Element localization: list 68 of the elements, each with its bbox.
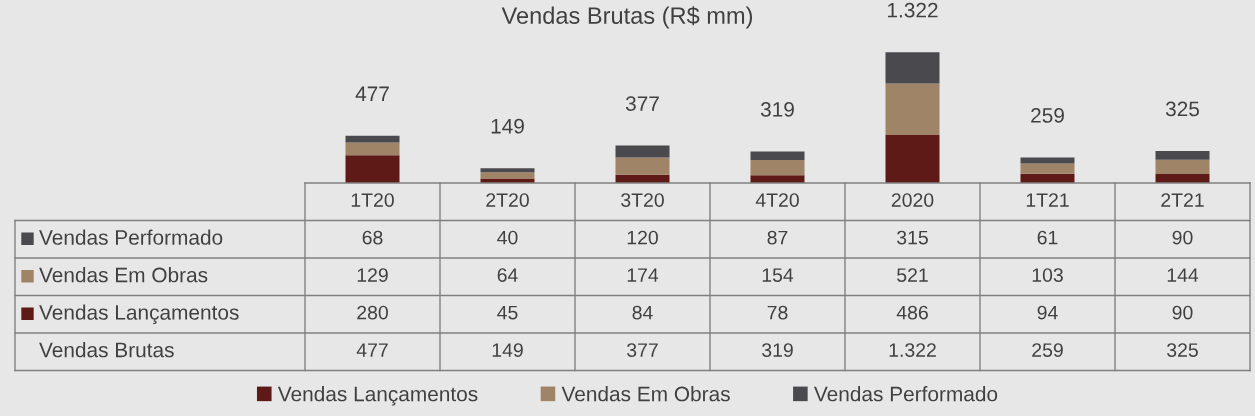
- data-label: 68: [362, 230, 383, 245]
- data-label: 84: [632, 305, 653, 320]
- bar: [885, 83, 940, 135]
- bar: [750, 160, 805, 176]
- x-tick-label: 1T21: [1026, 193, 1069, 207]
- chart-title: Vendas Brutas (R$ mm): [501, 6, 753, 29]
- bar: [615, 145, 670, 158]
- bar: [345, 155, 400, 183]
- x-tick-label: 2020: [891, 193, 934, 207]
- bar: [1155, 174, 1210, 183]
- data-label: 521: [897, 268, 928, 282]
- legend-label: Vendas Lançamentos: [39, 304, 239, 325]
- data-label: 280: [357, 305, 388, 320]
- bar: [1155, 159, 1210, 175]
- bar: [480, 172, 535, 179]
- bar: [1155, 150, 1210, 160]
- text: 377: [627, 343, 658, 357]
- x-tick-label: 2T20: [486, 193, 529, 207]
- text: Vendas Performado: [813, 386, 998, 402]
- text: 477: [356, 343, 388, 357]
- data-label: 103: [1032, 268, 1063, 282]
- bar: [1020, 157, 1075, 164]
- data-label: 40: [497, 230, 518, 245]
- bar: [885, 52, 940, 84]
- legend-label: Vendas Performado: [39, 229, 223, 245]
- data-label: 144: [1167, 268, 1199, 282]
- total-label: 325: [1165, 101, 1200, 117]
- data-label: 78: [767, 305, 788, 320]
- data-label: 45: [497, 305, 518, 320]
- bar: [615, 157, 670, 175]
- total-label: 319: [760, 102, 794, 117]
- total-label: 259: [1031, 108, 1064, 123]
- bar: [1020, 163, 1075, 174]
- data-label: 174: [627, 268, 659, 282]
- x-tick-label: 1T20: [351, 193, 394, 207]
- total-label: 149: [491, 118, 524, 134]
- bar: [885, 134, 940, 183]
- bar: [750, 151, 805, 161]
- x-tick-label: 2T21: [1161, 193, 1204, 207]
- total-label: 377: [625, 96, 659, 111]
- data-label: 129: [357, 268, 388, 282]
- data-label: 94: [1037, 305, 1058, 320]
- bar: [345, 142, 400, 156]
- text: Vendas Em Obras: [561, 386, 730, 402]
- x-tick-label: 4T20: [755, 193, 799, 207]
- text: 319: [762, 343, 793, 357]
- data-label: 90: [1172, 230, 1193, 245]
- total-label: 1.322: [888, 2, 938, 18]
- data-label: 61: [1037, 230, 1058, 245]
- legend-label: Vendas Em Obras: [39, 267, 208, 283]
- data-label: 64: [497, 268, 518, 282]
- x-tick-label: 3T20: [621, 193, 664, 207]
- text: 325: [1167, 343, 1198, 357]
- data-label: 90: [1172, 305, 1193, 320]
- data-label: 154: [762, 268, 794, 282]
- text: 1.322: [889, 343, 936, 357]
- data-label: 87: [767, 230, 788, 245]
- data-label: 486: [896, 305, 928, 320]
- data-label: 315: [897, 230, 928, 245]
- bar: [345, 135, 400, 143]
- text: 259: [1032, 343, 1063, 357]
- bar: [480, 168, 535, 173]
- text: 149: [492, 343, 523, 357]
- text: Vendas Brutas: [39, 342, 174, 358]
- bar: [750, 175, 805, 183]
- text: Vendas Lançamentos: [277, 386, 478, 406]
- data-label: 120: [627, 230, 658, 245]
- total-label: 477: [355, 86, 389, 101]
